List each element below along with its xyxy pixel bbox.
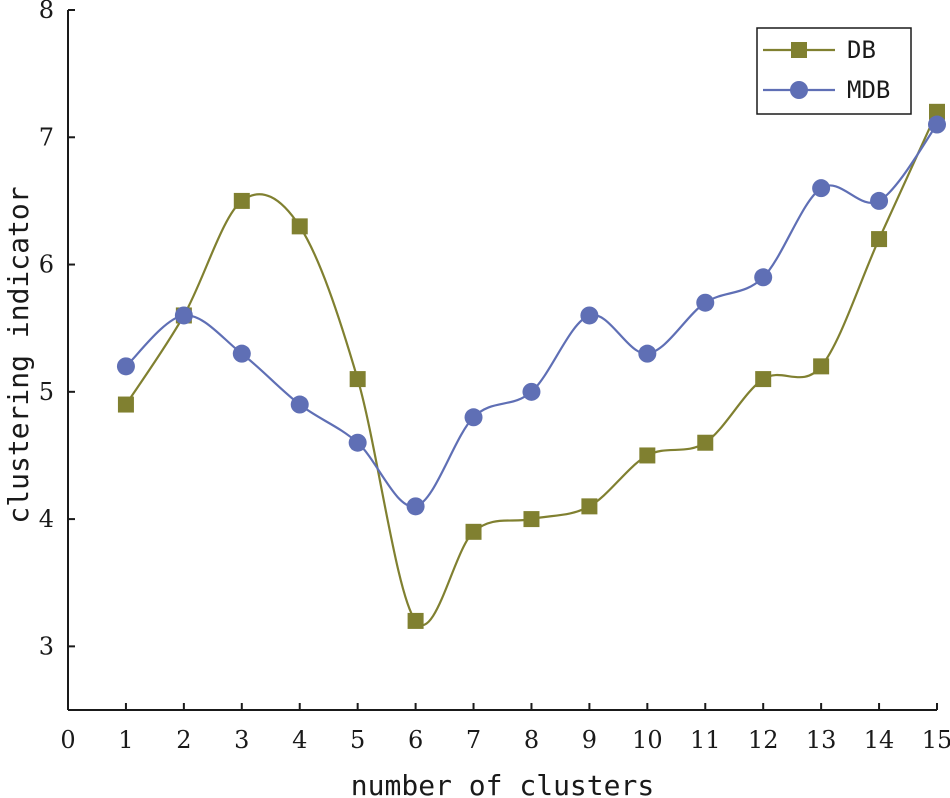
data-point-db xyxy=(117,396,134,413)
data-point-mdb xyxy=(870,191,889,210)
x-tick-label: 14 xyxy=(864,726,895,754)
y-tick-label: 8 xyxy=(39,0,54,24)
data-point-db xyxy=(697,434,714,451)
series-mdb xyxy=(116,115,946,516)
series-db xyxy=(117,103,945,629)
x-tick-label: 15 xyxy=(922,726,950,754)
data-point-db xyxy=(523,511,540,528)
data-point-mdb xyxy=(580,306,599,325)
y-tick-label: 5 xyxy=(39,378,54,406)
legend-marker xyxy=(790,81,808,99)
y-axis-title: clustering indicator xyxy=(2,186,35,523)
x-tick-label: 13 xyxy=(806,726,837,754)
data-point-mdb xyxy=(522,382,541,401)
data-point-mdb xyxy=(348,433,367,452)
x-tick-label: 4 xyxy=(292,726,307,754)
x-tick-label: 1 xyxy=(118,726,133,754)
data-point-mdb xyxy=(232,344,251,363)
data-point-db xyxy=(349,371,366,388)
x-tick-label: 12 xyxy=(748,726,779,754)
data-point-mdb xyxy=(696,293,715,312)
legend-label: DB xyxy=(847,36,876,64)
x-tick-label: 9 xyxy=(582,726,597,754)
data-point-mdb xyxy=(464,408,483,427)
x-tick-label: 2 xyxy=(176,726,191,754)
legend-box xyxy=(756,27,912,115)
data-point-mdb xyxy=(928,115,946,134)
x-tick-label: 8 xyxy=(524,726,539,754)
data-point-mdb xyxy=(290,395,309,414)
legend-item-db: DB xyxy=(763,36,876,64)
data-point-db xyxy=(639,447,656,464)
data-point-mdb xyxy=(174,306,193,325)
data-point-db xyxy=(233,192,250,209)
x-tick-label: 3 xyxy=(234,726,249,754)
x-tick-label: 0 xyxy=(60,726,75,754)
x-tick-label: 7 xyxy=(466,726,481,754)
legend-label: MDB xyxy=(847,76,890,104)
data-point-db xyxy=(929,103,945,120)
y-tick-label: 6 xyxy=(39,251,54,279)
series-layer xyxy=(116,103,946,629)
legend: DB MDB xyxy=(756,27,912,115)
y-tick-label: 7 xyxy=(39,123,54,151)
data-point-db xyxy=(291,218,308,235)
legend-item-mdb: MDB xyxy=(763,76,890,104)
data-point-mdb xyxy=(812,179,831,198)
x-axis-title: number of clusters xyxy=(351,769,654,798)
data-point-mdb xyxy=(754,268,773,287)
data-point-mdb xyxy=(116,357,135,376)
x-tick-label: 5 xyxy=(350,726,365,754)
data-point-mdb xyxy=(638,344,657,363)
y-tick-label: 3 xyxy=(39,632,54,660)
x-tick-label: 11 xyxy=(690,726,721,754)
legend-marker xyxy=(791,42,807,58)
x-tick-label: 10 xyxy=(632,726,663,754)
x-tick-label: 6 xyxy=(408,726,423,754)
data-point-db xyxy=(871,231,888,248)
data-point-db xyxy=(465,523,482,540)
data-point-db xyxy=(581,498,598,515)
data-point-mdb xyxy=(406,497,425,516)
data-point-db xyxy=(407,612,424,629)
data-point-db xyxy=(755,371,772,388)
y-tick-label: 4 xyxy=(39,505,54,533)
data-point-db xyxy=(813,358,830,375)
